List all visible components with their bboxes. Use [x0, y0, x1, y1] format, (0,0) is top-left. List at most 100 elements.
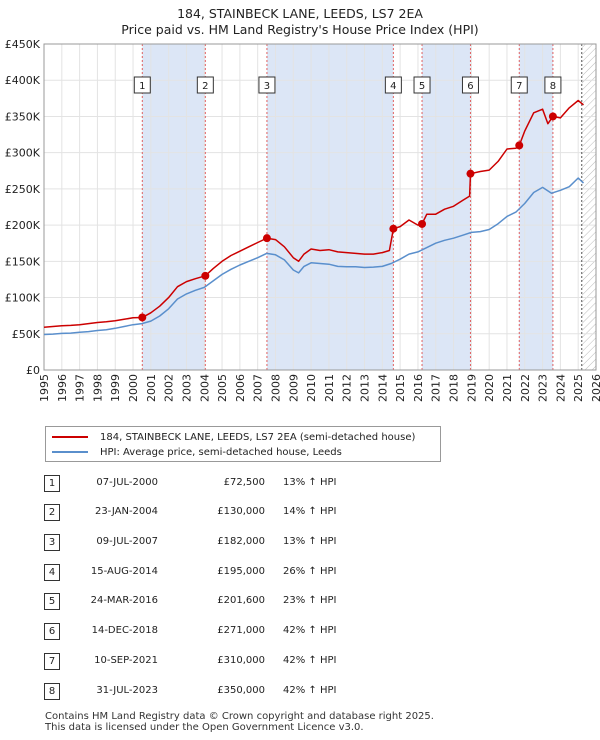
footer-copyright: Contains HM Land Registry data © Crown c… — [45, 711, 434, 722]
x-tick-label: 2009 — [287, 374, 300, 402]
sale-number-box: 5 — [413, 76, 431, 94]
x-tick-label: 2017 — [430, 374, 443, 402]
x-tick-label: 2008 — [269, 374, 282, 402]
x-tick-label: 2013 — [359, 374, 372, 402]
sale-hpi-diff: 13% ↑ HPI — [283, 536, 337, 547]
sale-number-box-frame — [133, 76, 151, 94]
sale-number-box-frame — [544, 76, 562, 94]
sale-number-badge: 7 — [44, 653, 60, 670]
sale-price: £201,600 — [217, 595, 265, 606]
x-tick-label: 2010 — [305, 374, 318, 402]
x-tick-label: 2005 — [216, 374, 229, 402]
chart-legend: 184, STAINBECK LANE, LEEDS, LS7 2EA (sem… — [45, 426, 441, 462]
table-row: 2 23-JAN-2004 £130,000 14% ↑ HPI — [0, 502, 600, 522]
x-tick-label: 2024 — [554, 374, 567, 402]
x-tick-label: 1997 — [74, 374, 87, 402]
sale-number-badge: 1 — [44, 475, 60, 492]
sale-number-box-frame — [461, 76, 479, 94]
sale-hpi-diff: 13% ↑ HPI — [283, 477, 337, 488]
table-row: 3 09-JUL-2007 £182,000 13% ↑ HPI — [0, 532, 600, 552]
sale-date: 07-JUL-2000 — [96, 477, 158, 488]
sale-number-box-frame — [196, 76, 214, 94]
ownership-period-shade — [422, 44, 471, 370]
sale-point — [389, 224, 398, 233]
sale-number-label: 1 — [139, 81, 145, 92]
sale-date: 09-JUL-2007 — [96, 536, 158, 547]
table-row: 6 14-DEC-2018 £271,000 42% ↑ HPI — [0, 621, 600, 641]
sale-hpi-diff: 42% ↑ HPI — [283, 685, 337, 696]
sale-number-label: 5 — [419, 81, 425, 92]
x-tick-label: 2001 — [145, 374, 158, 402]
x-tick-label: 2000 — [127, 374, 140, 402]
sale-point — [548, 112, 557, 121]
series-line-hpi — [43, 177, 585, 336]
sale-number-label: 8 — [550, 81, 556, 92]
legend-swatch-property — [52, 436, 88, 438]
sale-price: £350,000 — [217, 685, 265, 696]
y-tick-label: £300K — [5, 147, 41, 160]
ownership-period-shade — [266, 44, 394, 370]
y-tick-label: £200K — [5, 219, 41, 232]
chart-title-line2: Price paid vs. HM Land Registry's House … — [121, 22, 479, 37]
sale-price: £310,000 — [217, 655, 265, 666]
y-tick-label: £100K — [5, 292, 41, 305]
table-row: 8 31-JUL-2023 £350,000 42% ↑ HPI — [0, 681, 600, 701]
sale-number-box-frame — [510, 76, 528, 94]
table-row: 7 10-SEP-2021 £310,000 42% ↑ HPI — [0, 651, 600, 671]
sale-number-badge: 5 — [44, 593, 60, 610]
table-row: 1 07-JUL-2000 £72,500 13% ↑ HPI — [0, 473, 600, 493]
sale-number-box-frame — [384, 76, 402, 94]
x-tick-label: 2003 — [180, 374, 193, 402]
legend-item-property: 184, STAINBECK LANE, LEEDS, LS7 2EA (sem… — [52, 430, 415, 444]
sale-price: £195,000 — [217, 566, 265, 577]
sale-point — [418, 219, 427, 228]
table-row: 5 24-MAR-2016 £201,600 23% ↑ HPI — [0, 591, 600, 611]
sale-number-box: 6 — [461, 76, 479, 94]
sale-number-box: 1 — [133, 76, 151, 94]
sale-hpi-diff: 26% ↑ HPI — [283, 566, 337, 577]
legend-swatch-hpi — [52, 451, 88, 453]
sale-date: 15-AUG-2014 — [90, 566, 158, 577]
plot-border — [43, 43, 597, 371]
y-tick-label: £400K — [5, 74, 41, 87]
sale-date: 24-MAR-2016 — [90, 595, 158, 606]
sale-number-box-frame — [413, 76, 431, 94]
sale-number-badge: 3 — [44, 534, 60, 551]
sale-number-label: 3 — [264, 81, 270, 92]
x-tick-label: 2004 — [198, 374, 211, 402]
y-tick-label: £50K — [12, 328, 41, 341]
sale-hpi-diff: 42% ↑ HPI — [283, 655, 337, 666]
x-tick-label: 1999 — [109, 374, 122, 402]
sale-date: 14-DEC-2018 — [91, 625, 158, 636]
x-tick-label: 2016 — [412, 374, 425, 402]
x-tick-label: 1995 — [38, 374, 51, 402]
x-tick-label: 2026 — [590, 374, 600, 402]
sale-date: 23-JAN-2004 — [94, 506, 158, 517]
sale-number-label: 7 — [516, 81, 522, 92]
sale-price: £182,000 — [217, 536, 265, 547]
x-tick-label: 2014 — [376, 374, 389, 402]
x-tick-label: 2025 — [572, 374, 585, 402]
footer: Contains HM Land Registry data © Crown c… — [45, 711, 434, 733]
y-tick-label: £350K — [5, 110, 41, 123]
y-tick-label: £0 — [26, 364, 40, 377]
sale-date: 10-SEP-2021 — [94, 655, 158, 666]
sale-number-label: 2 — [202, 81, 208, 92]
y-tick-label: £250K — [5, 183, 41, 196]
legend-label-property: 184, STAINBECK LANE, LEEDS, LS7 2EA (sem… — [100, 431, 416, 443]
x-tick-label: 2020 — [483, 374, 496, 402]
sale-point — [138, 313, 147, 322]
chart-title-line1: 184, STAINBECK LANE, LEEDS, LS7 2EA — [177, 6, 423, 21]
x-tick-label: 2002 — [163, 374, 176, 402]
sale-price: £271,000 — [217, 625, 265, 636]
sale-number-badge: 6 — [44, 623, 60, 640]
table-row: 4 15-AUG-2014 £195,000 26% ↑ HPI — [0, 562, 600, 582]
x-tick-label: 1998 — [91, 374, 104, 402]
x-tick-label: 2021 — [501, 374, 514, 402]
sale-point — [515, 141, 524, 150]
sale-number-box: 2 — [196, 76, 214, 94]
x-tick-label: 2007 — [252, 374, 265, 402]
y-tick-label: £150K — [5, 255, 41, 268]
sale-number-box-frame — [258, 76, 276, 94]
sale-price: £72,500 — [223, 477, 265, 488]
